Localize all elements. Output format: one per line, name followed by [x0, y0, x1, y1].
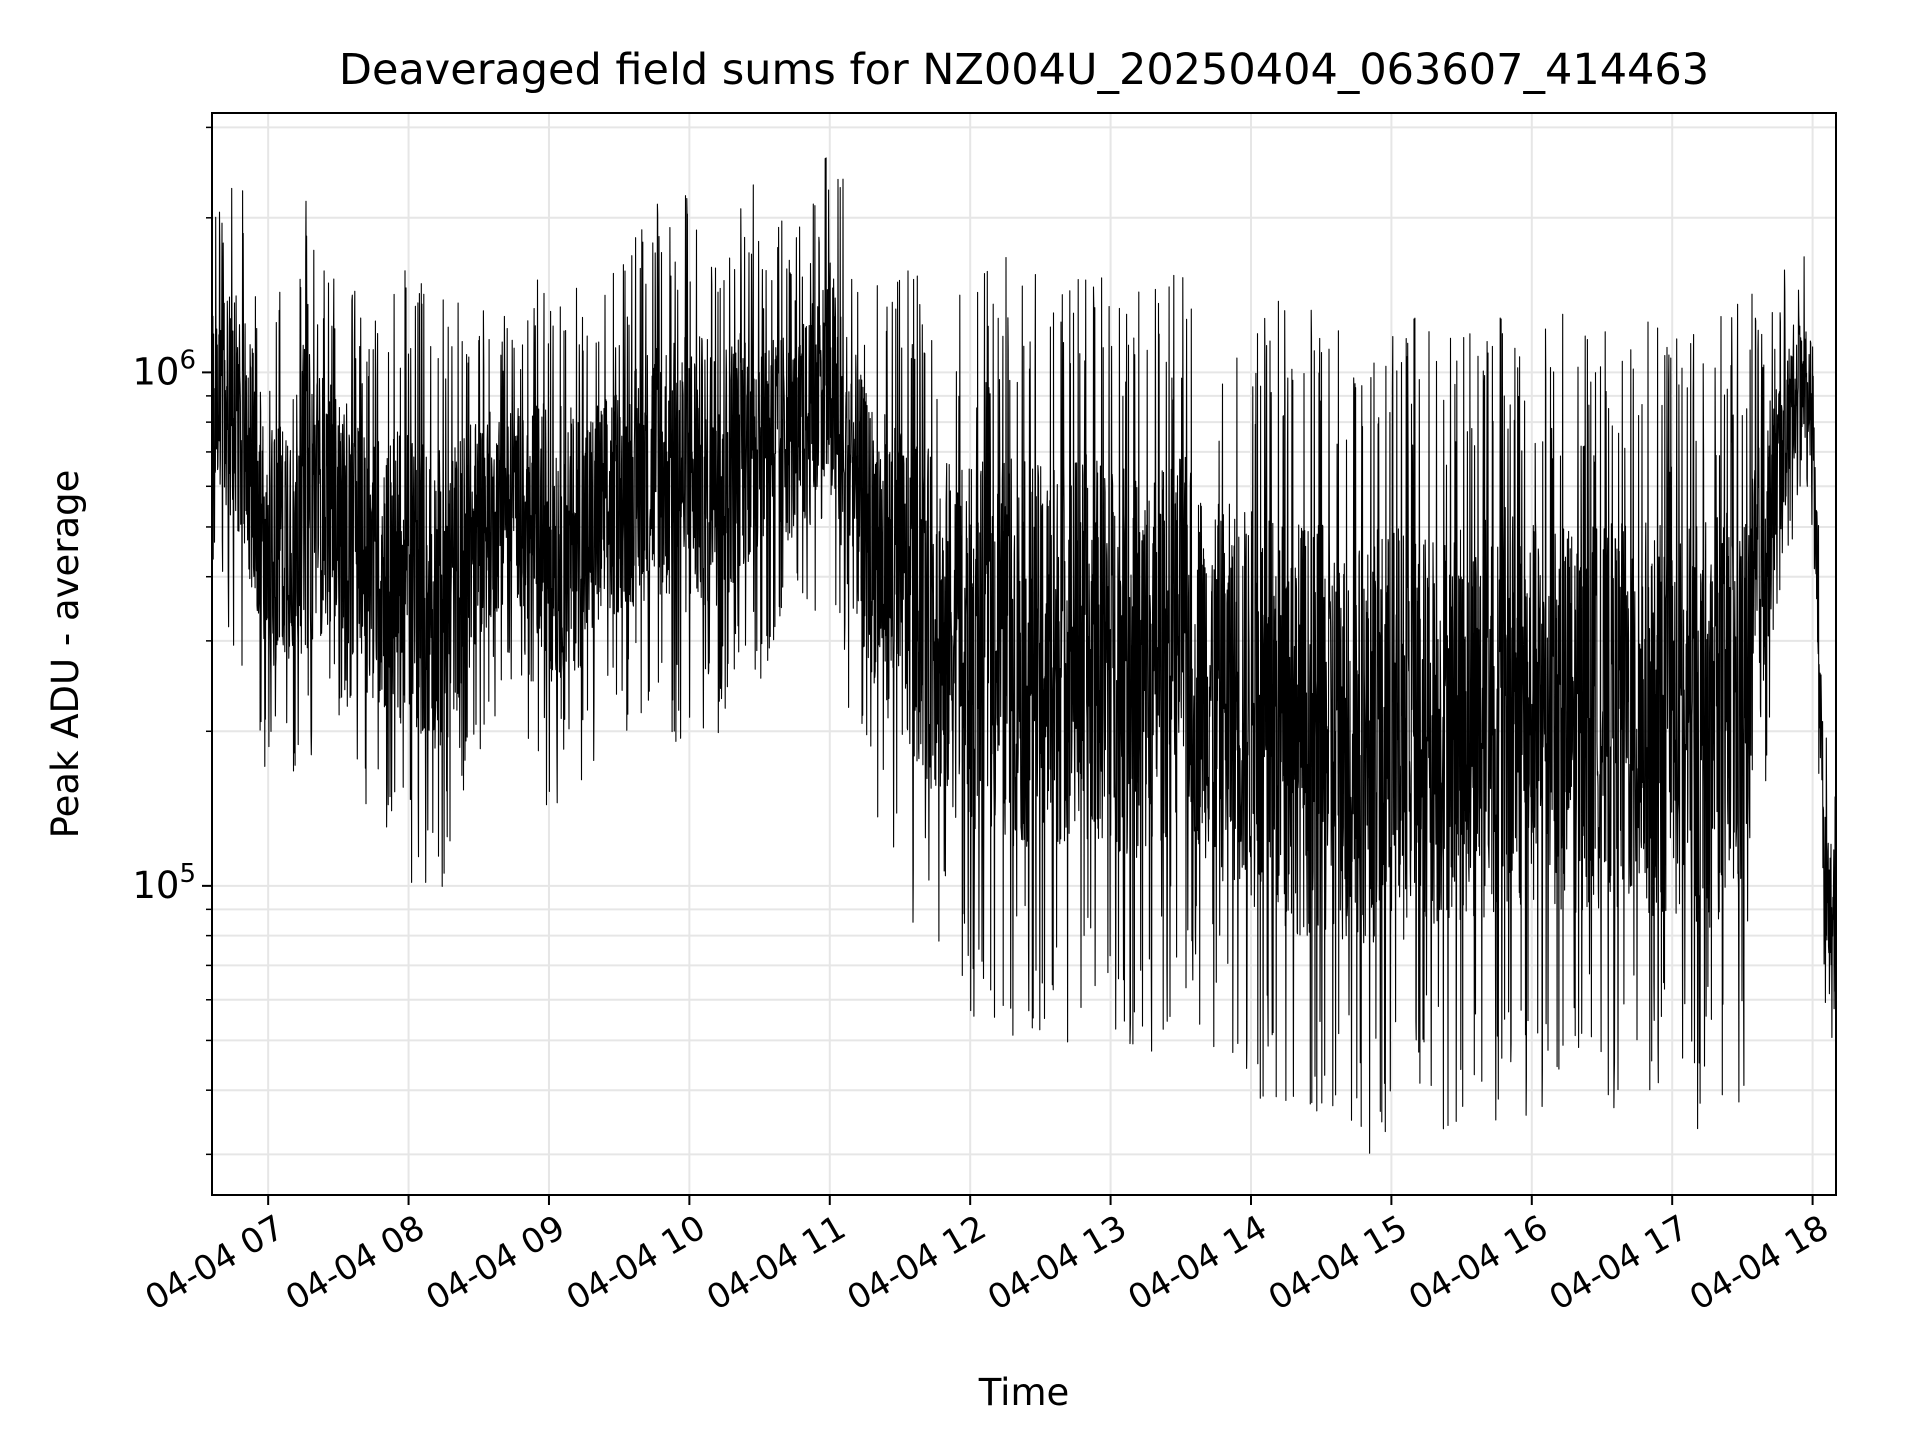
data-series — [211, 157, 1837, 1154]
x-tick-label: 04-04 14 — [1121, 1208, 1273, 1319]
x-tick-label: 04-04 16 — [1402, 1208, 1554, 1319]
y-tick-label: 105 — [132, 859, 196, 907]
x-tick-label: 04-04 09 — [419, 1208, 571, 1319]
x-tick-label: 04-04 18 — [1683, 1208, 1835, 1319]
x-tick-label: 04-04 11 — [700, 1208, 852, 1319]
plot-frame — [211, 112, 1837, 1196]
x-tick-label: 04-04 10 — [560, 1208, 712, 1319]
y-tick-exponent: 5 — [179, 859, 196, 889]
y-axis-label: Peak ADU - average — [44, 470, 87, 839]
x-tick-label: 04-04 17 — [1543, 1208, 1695, 1319]
chart-title: Deaveraged field sums for NZ004U_2025040… — [339, 45, 1709, 95]
y-tick-base: 10 — [132, 350, 179, 393]
series-line — [211, 157, 1837, 1154]
y-tick-exponent: 6 — [179, 345, 196, 375]
x-tick-label: 04-04 12 — [841, 1208, 993, 1319]
y-tick-base: 10 — [132, 864, 179, 907]
y-tick-label: 106 — [132, 345, 196, 393]
x-tick-label: 04-04 13 — [981, 1208, 1133, 1319]
x-axis-label: Time — [978, 1371, 1070, 1414]
x-tick-label: 04-04 07 — [139, 1208, 291, 1319]
x-tick-label: 04-04 08 — [279, 1208, 431, 1319]
x-tick-label: 04-04 15 — [1262, 1208, 1414, 1319]
